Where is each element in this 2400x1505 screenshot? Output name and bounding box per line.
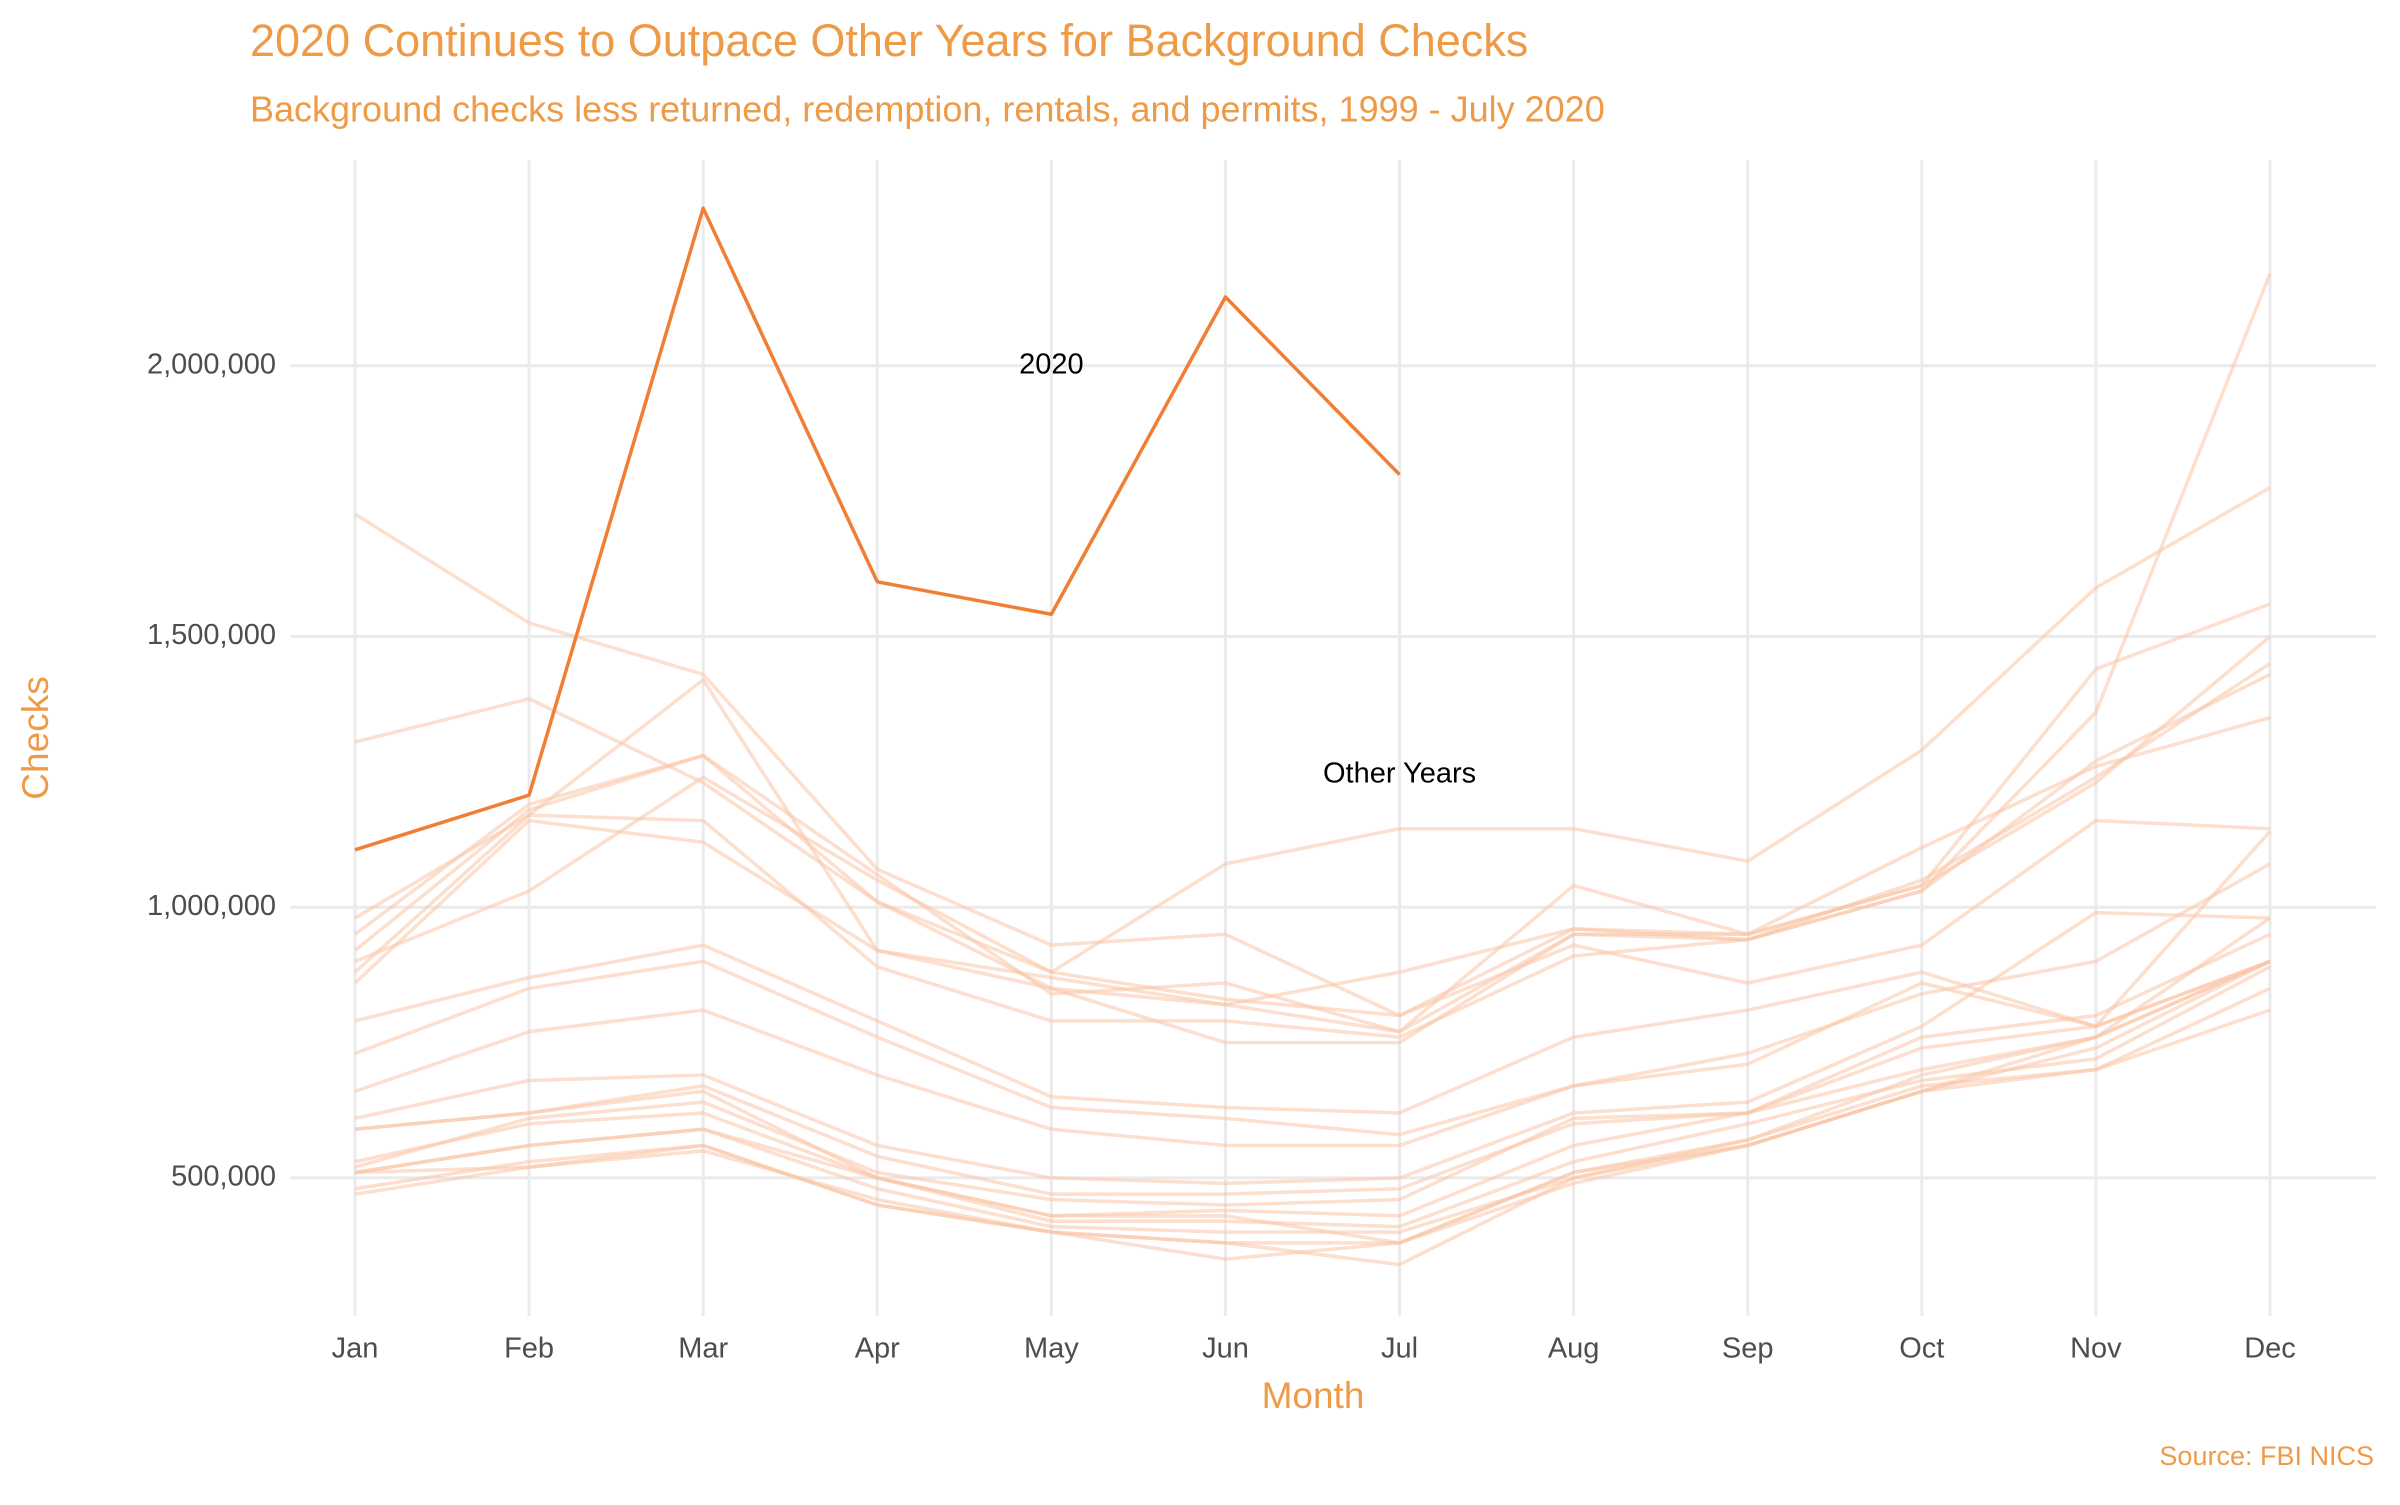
grid xyxy=(290,160,2376,1316)
x-tick-label: Mar xyxy=(678,1333,728,1365)
x-tick-label: Feb xyxy=(504,1333,554,1365)
series-line xyxy=(354,206,1401,852)
series-line xyxy=(354,965,2271,1229)
x-tick-label: Jan xyxy=(332,1333,379,1365)
source-note: Source: FBI NICS xyxy=(2159,1441,2374,1471)
series-line xyxy=(354,830,2272,1115)
series-line xyxy=(354,959,2271,1218)
x-tick-label: May xyxy=(1024,1333,1079,1365)
y-tick-label: 500,000 xyxy=(171,1161,276,1193)
x-tick-label: Jul xyxy=(1381,1333,1418,1365)
x-tick-label: Aug xyxy=(1548,1333,1600,1365)
series-line xyxy=(354,916,2271,1261)
y-tick-label: 2,000,000 xyxy=(147,348,276,380)
series-line xyxy=(354,486,2271,974)
series-line xyxy=(353,273,2272,1034)
annotation: Other Years xyxy=(1323,758,1476,790)
series-line xyxy=(354,775,2271,1018)
x-tick-label: Dec xyxy=(2244,1333,2296,1365)
x-tick-label: Apr xyxy=(855,1333,900,1365)
series-line xyxy=(354,959,2271,1207)
y-tick-label: 1,500,000 xyxy=(147,619,276,651)
series-line xyxy=(353,672,2271,1007)
series-line xyxy=(354,959,2271,1148)
x-axis-title: Month xyxy=(1262,1375,1365,1416)
x-tick-label: Jun xyxy=(1202,1333,1249,1365)
y-tick-label: 1,000,000 xyxy=(147,890,276,922)
chart-title: 2020 Continues to Outpace Other Years fo… xyxy=(250,15,1528,66)
lines xyxy=(353,206,2272,1267)
x-tick-label: Sep xyxy=(1722,1333,1774,1365)
series-line xyxy=(354,986,2271,1245)
chart-subtitle: Background checks less returned, redempt… xyxy=(250,89,1605,130)
x-tick-label: Oct xyxy=(1899,1333,1944,1365)
series-line xyxy=(354,910,2271,1186)
series-line xyxy=(354,932,2271,1196)
series-line xyxy=(354,862,2271,1137)
series-line xyxy=(353,716,2271,1034)
x-tick-label: Nov xyxy=(2070,1333,2122,1365)
series-label: 2020 xyxy=(1019,348,1084,380)
series-line xyxy=(354,512,2271,1018)
y-axis-title: Checks xyxy=(15,676,56,799)
